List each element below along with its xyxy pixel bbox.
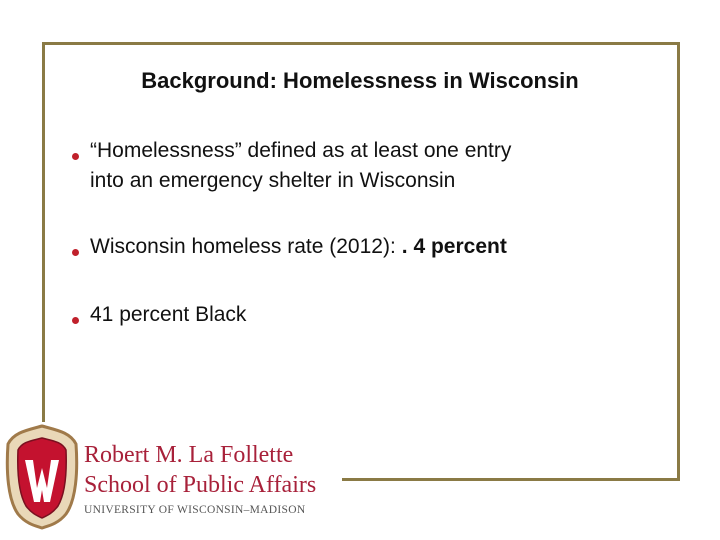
bullet-text: Wisconsin homeless rate (2012): <box>90 235 396 258</box>
bullet-dot <box>72 317 79 324</box>
bullet-dot <box>72 249 79 256</box>
logo: Robert M. La Follette School of Public A… <box>4 422 342 530</box>
bullet-dot <box>72 153 79 160</box>
logo-line: School of Public Affairs <box>84 472 317 498</box>
frame <box>42 42 680 481</box>
bullet: “Homelessness” defined as at least one e… <box>90 136 511 196</box>
bullet-bold: . 4 percent <box>401 235 507 258</box>
bullet-line: “Homelessness” defined as at least one e… <box>90 139 512 162</box>
logo-line: UNIVERSITY OF WISCONSIN–MADISON <box>84 504 306 516</box>
bullet: Wisconsin homeless rate (2012):. 4 perce… <box>90 232 507 262</box>
bullet: 41 percent Black <box>90 303 247 326</box>
title: Background: Homelessness in Wisconsin <box>141 68 579 93</box>
logo-line: Robert M. La Follette <box>84 442 294 468</box>
bullet-line: into an emergency shelter in Wisconsin <box>90 169 456 192</box>
crest <box>5 424 79 530</box>
